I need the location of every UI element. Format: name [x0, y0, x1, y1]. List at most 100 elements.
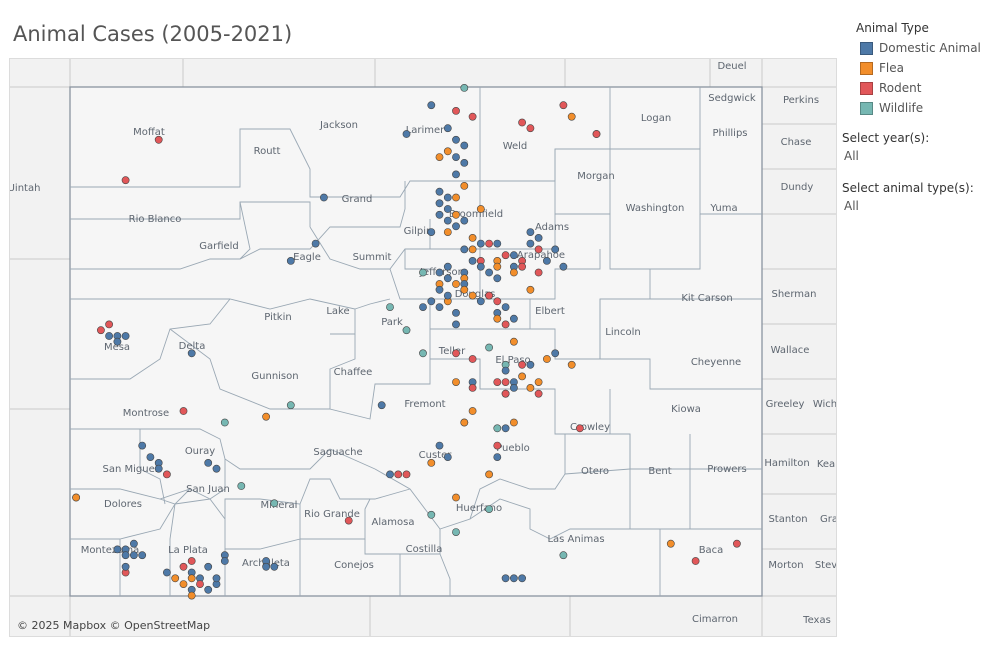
case-point-rodent[interactable]: [518, 360, 526, 369]
case-point-flea[interactable]: [468, 291, 477, 300]
case-point-domestic-animal[interactable]: [443, 193, 452, 202]
case-point-domestic-animal[interactable]: [476, 297, 485, 306]
case-point-domestic-animal[interactable]: [443, 262, 452, 271]
case-point-rodent[interactable]: [526, 124, 535, 133]
case-point-domestic-animal[interactable]: [204, 562, 213, 571]
case-point-domestic-animal[interactable]: [501, 424, 510, 433]
case-point-wildlife[interactable]: [452, 528, 460, 536]
year-filter-value[interactable]: All: [844, 149, 859, 163]
case-point-flea[interactable]: [509, 337, 518, 346]
case-point-domestic-animal[interactable]: [419, 303, 427, 311]
case-point-rodent[interactable]: [501, 378, 510, 386]
case-point-rodent[interactable]: [501, 251, 510, 260]
case-point-wildlife[interactable]: [485, 505, 493, 513]
case-point-wildlife[interactable]: [485, 343, 493, 352]
case-point-wildlife[interactable]: [493, 424, 502, 433]
case-point-flea[interactable]: [493, 262, 502, 271]
case-point-domestic-animal[interactable]: [311, 239, 320, 248]
case-point-rodent[interactable]: [485, 291, 493, 300]
case-point-domestic-animal[interactable]: [476, 239, 485, 248]
case-point-domestic-animal[interactable]: [377, 401, 386, 410]
legend-item-wildlife[interactable]: Wildlife: [856, 98, 1001, 118]
case-point-domestic-animal[interactable]: [435, 268, 444, 277]
case-point-flea[interactable]: [443, 228, 452, 236]
map-canvas[interactable]: Moffat Jackson Larimer Weld Logan Sedgwick Phi…: [9, 58, 837, 637]
case-point-rodent[interactable]: [179, 407, 188, 415]
case-point-wildlife[interactable]: [419, 349, 427, 358]
case-point-domestic-animal[interactable]: [452, 222, 460, 231]
case-point-flea[interactable]: [468, 233, 477, 242]
case-point-domestic-animal[interactable]: [435, 285, 444, 294]
case-point-rodent[interactable]: [534, 268, 543, 277]
case-point-domestic-animal[interactable]: [493, 274, 502, 283]
case-point-domestic-animal[interactable]: [443, 205, 452, 213]
map-attribution[interactable]: © 2025 Mapbox © OpenStreetMap: [17, 619, 211, 632]
case-point-flea[interactable]: [72, 493, 80, 502]
case-point-flea[interactable]: [435, 153, 444, 161]
case-point-rodent[interactable]: [196, 580, 204, 588]
case-point-flea[interactable]: [460, 418, 469, 427]
case-point-domestic-animal[interactable]: [460, 245, 469, 254]
case-point-flea[interactable]: [171, 574, 180, 583]
case-point-wildlife[interactable]: [402, 326, 411, 335]
case-point-domestic-animal[interactable]: [402, 130, 411, 138]
case-point-domestic-animal[interactable]: [443, 124, 452, 133]
case-point-domestic-animal[interactable]: [220, 557, 229, 565]
legend-item-rodent[interactable]: Rodent: [856, 78, 1001, 98]
case-point-rodent[interactable]: [493, 378, 502, 386]
legend-item-domestic-animal[interactable]: Domestic Animal: [856, 38, 1001, 58]
case-point-domestic-animal[interactable]: [262, 562, 270, 571]
case-point-domestic-animal[interactable]: [427, 101, 436, 110]
case-point-domestic-animal[interactable]: [138, 551, 147, 560]
case-point-domestic-animal[interactable]: [435, 441, 444, 450]
case-point-wildlife[interactable]: [237, 482, 246, 490]
case-point-rodent[interactable]: [402, 470, 411, 479]
case-point-flea[interactable]: [543, 355, 551, 363]
case-point-flea[interactable]: [452, 210, 460, 219]
case-point-rodent[interactable]: [534, 389, 543, 398]
animal-type-filter-value[interactable]: All: [844, 199, 859, 213]
case-point-domestic-animal[interactable]: [501, 574, 510, 583]
legend-item-flea[interactable]: Flea: [856, 58, 1001, 78]
case-point-domestic-animal[interactable]: [460, 159, 469, 167]
case-point-flea[interactable]: [476, 205, 485, 213]
case-point-flea[interactable]: [187, 574, 196, 583]
case-point-flea[interactable]: [262, 412, 270, 421]
case-point-domestic-animal[interactable]: [452, 170, 460, 179]
case-point-domestic-animal[interactable]: [204, 458, 213, 467]
case-point-domestic-animal[interactable]: [468, 256, 477, 265]
case-point-domestic-animal[interactable]: [121, 562, 130, 571]
case-point-rodent[interactable]: [559, 101, 568, 110]
case-point-domestic-animal[interactable]: [427, 228, 436, 236]
case-point-domestic-animal[interactable]: [559, 262, 568, 271]
case-point-wildlife[interactable]: [220, 418, 229, 427]
case-point-domestic-animal[interactable]: [460, 216, 469, 225]
case-point-rodent[interactable]: [394, 470, 403, 479]
case-point-flea[interactable]: [518, 372, 526, 381]
case-point-flea[interactable]: [443, 147, 452, 156]
case-point-domestic-animal[interactable]: [518, 574, 526, 583]
case-points[interactable]: [72, 83, 741, 600]
case-point-domestic-animal[interactable]: [443, 216, 452, 225]
case-point-domestic-animal[interactable]: [452, 308, 460, 317]
case-point-rodent[interactable]: [344, 516, 353, 525]
case-point-flea[interactable]: [534, 378, 543, 386]
case-point-domestic-animal[interactable]: [509, 383, 518, 392]
case-point-rodent[interactable]: [501, 389, 510, 398]
case-point-flea[interactable]: [567, 360, 576, 369]
case-point-domestic-animal[interactable]: [113, 337, 122, 346]
case-point-domestic-animal[interactable]: [526, 239, 535, 248]
case-point-domestic-animal[interactable]: [509, 314, 518, 323]
case-point-rodent[interactable]: [452, 107, 460, 115]
case-point-flea[interactable]: [452, 378, 460, 386]
case-point-domestic-animal[interactable]: [534, 233, 543, 242]
case-point-rodent[interactable]: [468, 355, 477, 363]
case-point-domestic-animal[interactable]: [162, 568, 171, 577]
case-point-flea[interactable]: [452, 493, 460, 502]
case-point-flea[interactable]: [526, 383, 535, 392]
case-point-rodent[interactable]: [468, 383, 477, 392]
case-point-rodent[interactable]: [691, 557, 700, 565]
case-point-domestic-animal[interactable]: [435, 303, 444, 311]
case-point-wildlife[interactable]: [270, 499, 279, 508]
case-point-domestic-animal[interactable]: [526, 228, 535, 236]
